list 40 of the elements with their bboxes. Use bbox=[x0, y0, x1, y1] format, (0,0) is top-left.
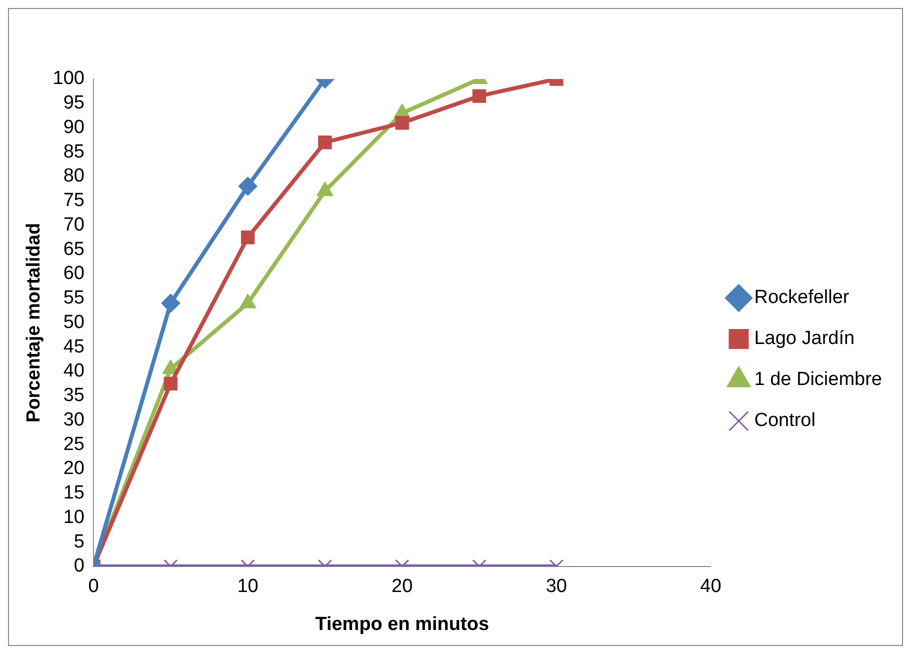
y-tick-label: 50 bbox=[63, 312, 84, 333]
x-tick-label: 30 bbox=[546, 576, 567, 598]
y-tick-label: 75 bbox=[63, 190, 84, 212]
y-tick-label: 25 bbox=[63, 434, 84, 455]
y-tick-label: 20 bbox=[63, 458, 84, 480]
x-tick-label: 10 bbox=[237, 576, 258, 598]
x-axis-title: Tiempo en minutos bbox=[315, 614, 490, 635]
y-tick-label: 90 bbox=[63, 116, 84, 138]
legend-label: Rockefeller bbox=[754, 287, 850, 308]
point bbox=[240, 230, 255, 244]
legend-label: 1 de Diciembre bbox=[754, 369, 882, 390]
y-tick-label: 45 bbox=[63, 336, 84, 358]
point bbox=[318, 136, 332, 150]
x-tick-label: 40 bbox=[700, 576, 722, 598]
point bbox=[162, 360, 179, 374]
legend-label: Lago Jardín bbox=[754, 328, 855, 350]
point bbox=[395, 116, 409, 130]
legend-label: Control bbox=[754, 410, 816, 432]
y-tick-label: 35 bbox=[63, 385, 84, 406]
y-tick-label: 80 bbox=[63, 166, 84, 187]
point bbox=[472, 89, 486, 103]
y-tick-label: 85 bbox=[63, 141, 84, 162]
x-tick-label: 0 bbox=[88, 576, 99, 598]
x-tick-label: 20 bbox=[392, 576, 413, 598]
y-tick-label: 30 bbox=[63, 409, 84, 430]
y-tick-label: 95 bbox=[63, 92, 84, 114]
y-tick-label: 40 bbox=[63, 360, 84, 382]
point bbox=[238, 176, 258, 196]
y-tick-label: 0 bbox=[74, 556, 84, 577]
point bbox=[240, 294, 256, 308]
y-tick-label: 55 bbox=[63, 288, 84, 309]
y-tick-label: 5 bbox=[74, 531, 84, 552]
point bbox=[161, 294, 180, 313]
y-axis-title: Porcentaje mortalidad bbox=[24, 222, 45, 422]
y-tick-label: 65 bbox=[63, 238, 84, 260]
y-tick-label: 70 bbox=[63, 214, 84, 236]
y-tick-label: 100 bbox=[52, 68, 84, 90]
y-tick-label: 60 bbox=[63, 263, 84, 284]
y-tick-label: 10 bbox=[63, 506, 84, 528]
y-tick-label: 15 bbox=[63, 482, 84, 504]
